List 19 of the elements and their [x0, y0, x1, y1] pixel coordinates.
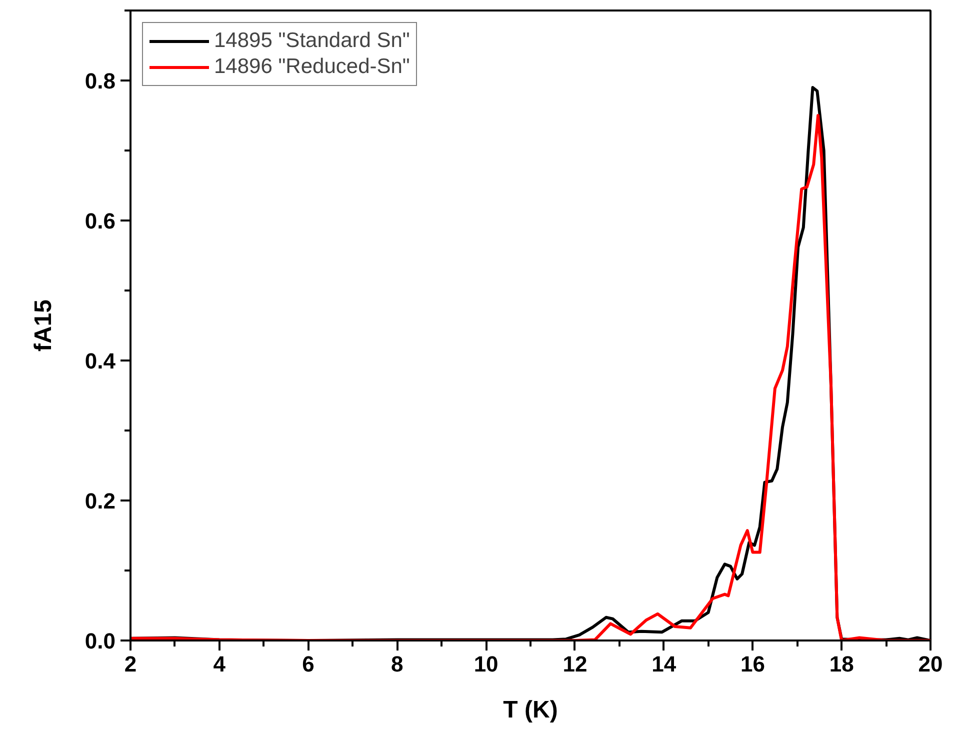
y-tick-label: 0.2: [84, 488, 116, 514]
x-tick-label: 4: [213, 652, 226, 676]
legend-label: 14896 "Reduced-Sn": [214, 55, 410, 79]
x-tick-label: 16: [740, 652, 765, 676]
x-axis-title: T (K): [503, 696, 558, 724]
y-tick-label: 0.8: [84, 68, 116, 94]
x-tick-label: 8: [391, 652, 404, 676]
x-tick-label: 14: [652, 652, 677, 676]
legend-label: 14895 "Standard Sn": [214, 29, 410, 53]
y-tick-label: 0.0: [84, 628, 116, 654]
y-axis-title: fA15: [30, 299, 57, 352]
x-tick-label: 20: [918, 652, 943, 676]
x-tick-label: 6: [302, 652, 314, 676]
y-tick-label: 0.4: [84, 348, 116, 374]
x-tick-label: 10: [474, 652, 498, 676]
x-tick-label: 18: [829, 652, 854, 676]
x-tick-label: 12: [562, 652, 588, 676]
y-tick-label: 0.6: [84, 208, 116, 234]
x-tick-label: 2: [124, 652, 137, 676]
